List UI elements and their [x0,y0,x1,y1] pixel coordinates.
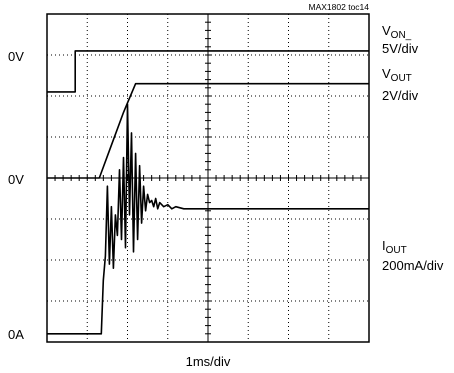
trace-layer [47,50,369,335]
plot-frame [46,13,370,343]
series-label-vout: VOUT [382,66,412,84]
scale-label-vout: 2V/div [382,88,419,103]
scale-label-von: 5V/div [382,41,419,56]
chart-title: MAX1802 toc14 [309,2,370,12]
trace-on [47,50,369,93]
x-axis-label: 1ms/div [186,354,231,369]
series-label-von: VON_ [382,23,412,41]
left-marker-vout: 0V [8,172,24,187]
trace-out [47,82,369,179]
series-label-iout: IOUT [382,238,407,256]
trace-out [47,103,369,335]
left-marker-iout: 0A [8,327,24,342]
left-marker-von: 0V [8,49,24,64]
scale-label-iout: 200mA/div [382,258,444,273]
